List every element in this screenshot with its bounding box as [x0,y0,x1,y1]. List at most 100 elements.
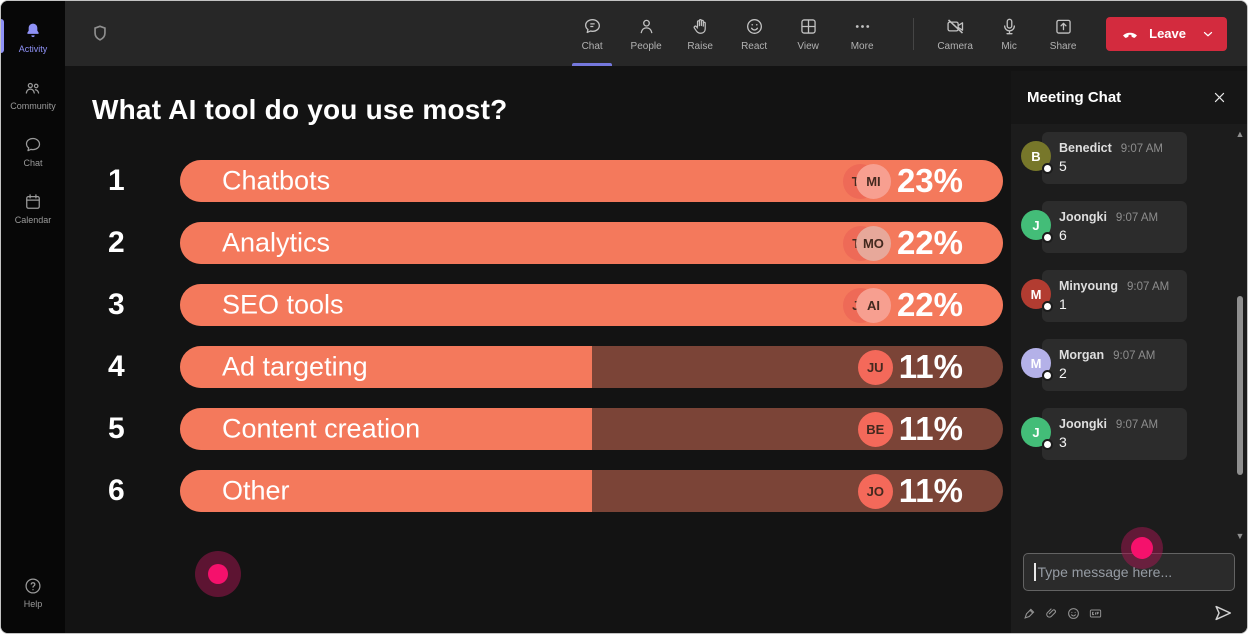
poll-option-row: 4 Ad targeting JU 11% [92,346,1011,388]
toolbar-tab-more[interactable]: More [835,1,889,66]
poll-bar-track: Other JO 11% [180,470,1003,512]
message-bubble: Joongki 9:07 AM 3 [1042,408,1187,460]
presence-dot [1042,163,1053,174]
poll-rank: 1 [108,164,125,197]
toolbar-tab-raise[interactable]: Raise [673,1,727,66]
poll-bar-right-group: TA MO 22% [842,224,963,262]
main-column: Chat People Raise React View [65,1,1247,633]
poll-bar-right-group: BE 11% [857,410,963,448]
poll-option-label: Ad targeting [222,351,368,382]
sidebar-item-label: Community [10,101,56,111]
toolbar-divider [913,17,915,50]
sender-name: Joongki [1059,417,1107,431]
poll-rank: 2 [108,226,125,259]
avatar: J [1021,417,1053,450]
toolbar-tab-react[interactable]: React [727,1,781,66]
camera-button[interactable]: Camera [928,1,982,66]
toolbar-tab-label: People [630,40,662,52]
react-smiley-icon [746,18,762,34]
sender-name: Benedict [1059,141,1112,155]
message-time: 9:07 AM [1127,281,1170,293]
poll-percent: 22% [896,286,963,323]
meeting-chat-panel: Meeting Chat B Benedict 9:07 AM 5 [1011,71,1247,633]
device-button-label: Mic [1001,40,1017,52]
community-icon [25,82,40,94]
content-row: What AI tool do you use most? 1 Chatbots… [65,66,1247,633]
leave-button[interactable]: Leave [1106,16,1227,51]
message-time: 9:07 AM [1113,350,1156,362]
composer-icon-row [1023,601,1235,625]
sidebar-item-chat[interactable]: Chat [1,127,65,178]
scroll-up-icon[interactable]: ▲ [1235,129,1245,139]
input-placeholder: Type message here... [1037,564,1173,580]
share-screen-icon [1055,19,1071,34]
sender-name: Morgan [1059,348,1105,362]
close-chat-button[interactable] [1207,86,1231,110]
send-icon [1215,605,1232,621]
text-caret [1034,563,1036,581]
poll-results-area: What AI tool do you use most? 1 Chatbots… [65,66,1011,633]
toolbar-tab-label: More [850,40,874,52]
poll-percent: 11% [898,348,963,385]
sidebar-item-label: Help [23,599,43,609]
bell-icon [27,23,39,38]
message-text: 3 [1059,434,1067,450]
share-button[interactable]: Share [1036,1,1090,66]
sidebar-item-community[interactable]: Community [1,70,65,121]
chat-scrollbar[interactable]: ▲ ▼ [1234,129,1246,541]
paperclip-icon [1046,607,1056,618]
voter-avatar: MO [855,225,891,261]
attach-button[interactable] [1045,607,1058,620]
emoji-button[interactable] [1067,607,1080,620]
scroll-down-icon[interactable]: ▼ [1235,531,1245,541]
format-button[interactable] [1023,607,1036,620]
voter-avatar: MI [855,163,891,199]
toolbar-tab-label: React [741,40,768,52]
leave-button-label: Leave [1149,26,1186,41]
chat-bubble-icon [25,137,41,152]
voter-avatar: JO [857,473,893,509]
poll-bar-track: Content creation BE 11% [180,408,1003,450]
chat-message-list[interactable]: B Benedict 9:07 AM 5 J Joongki 9:07 AM 6 [1011,124,1247,545]
toolbar-tab-people[interactable]: People [619,1,673,66]
chat-message: M Morgan 9:07 AM 2 [1021,339,1229,391]
poll-bar-right-group: JO 11% [857,472,963,510]
raise-hand-icon [693,18,706,34]
message-input[interactable]: Type message here... [1023,553,1235,591]
toolbar-tab-label: Chat [581,40,603,52]
scrollbar-thumb[interactable] [1237,296,1243,475]
message-bubble: Morgan 9:07 AM 2 [1042,339,1187,391]
toolbar-tab-chat[interactable]: Chat [565,1,619,66]
poll-option-row: 6 Other JO 11% [92,470,1011,512]
toolbar-tab-view[interactable]: View [781,1,835,66]
voter-avatar: JU [857,349,893,385]
message-text: 1 [1059,296,1067,312]
poll-bar-fill [180,408,592,450]
message-text: 6 [1059,227,1067,243]
send-button[interactable] [1211,601,1235,625]
voter-avatar: AI [855,287,891,323]
scrollbar-track[interactable] [1236,141,1244,529]
mic-button[interactable]: Mic [982,1,1036,66]
camera-off-icon [947,18,963,34]
presence-dot [1042,232,1053,243]
app-sidebar: Activity Community Chat Calendar Help [1,1,65,633]
avatar: J [1021,210,1053,243]
gif-button[interactable] [1089,607,1102,620]
poll-option-row: 1 Chatbots TC MI 23% [92,160,1011,202]
meeting-toolbar: Chat People Raise React View [65,1,1247,66]
poll-option-label: Other [222,475,290,506]
sidebar-item-help[interactable]: Help [1,568,65,619]
toolbar-tab-label: Raise [687,40,713,52]
sender-name: Joongki [1059,210,1107,224]
poll-bar-track: Chatbots TC MI 23% [180,160,1003,202]
presence-dot [1042,301,1053,312]
sidebar-item-activity[interactable]: Activity [1,13,65,64]
close-icon [1214,92,1224,103]
chat-message: J Joongki 9:07 AM 3 [1021,408,1229,460]
presence-dot [1042,439,1053,450]
poll-bar-right-group: TC MI 23% [842,162,963,200]
chat-panel-title: Meeting Chat [1027,89,1122,106]
sidebar-item-calendar[interactable]: Calendar [1,184,65,235]
device-button-group: Camera Mic Share [928,1,1090,66]
